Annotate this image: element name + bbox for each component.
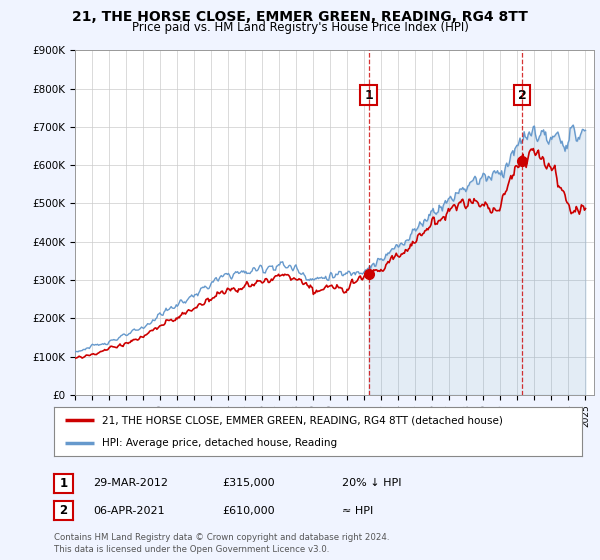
Text: 29-MAR-2012: 29-MAR-2012 xyxy=(93,478,168,488)
Text: 21, THE HORSE CLOSE, EMMER GREEN, READING, RG4 8TT: 21, THE HORSE CLOSE, EMMER GREEN, READIN… xyxy=(72,10,528,24)
Text: 1: 1 xyxy=(59,477,68,490)
Text: 1: 1 xyxy=(364,88,373,102)
Text: 20% ↓ HPI: 20% ↓ HPI xyxy=(342,478,401,488)
Text: 21, THE HORSE CLOSE, EMMER GREEN, READING, RG4 8TT (detached house): 21, THE HORSE CLOSE, EMMER GREEN, READIN… xyxy=(101,416,502,426)
Text: ≈ HPI: ≈ HPI xyxy=(342,506,373,516)
Text: £610,000: £610,000 xyxy=(222,506,275,516)
Text: £315,000: £315,000 xyxy=(222,478,275,488)
Text: Contains HM Land Registry data © Crown copyright and database right 2024.
This d: Contains HM Land Registry data © Crown c… xyxy=(54,533,389,554)
Text: 06-APR-2021: 06-APR-2021 xyxy=(93,506,164,516)
Text: 2: 2 xyxy=(59,504,68,517)
Text: Price paid vs. HM Land Registry's House Price Index (HPI): Price paid vs. HM Land Registry's House … xyxy=(131,21,469,34)
Text: 2: 2 xyxy=(518,88,526,102)
Text: HPI: Average price, detached house, Reading: HPI: Average price, detached house, Read… xyxy=(101,438,337,448)
